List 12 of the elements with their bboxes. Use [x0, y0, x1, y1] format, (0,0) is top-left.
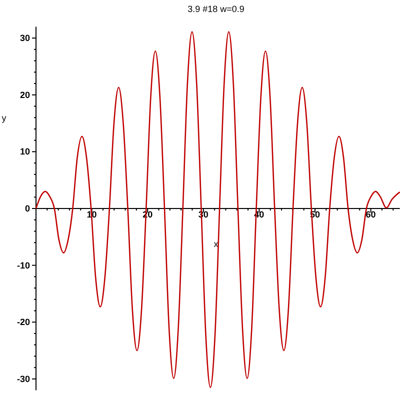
x-axis-title: x	[214, 239, 219, 249]
y-tick-label: -20	[16, 317, 30, 328]
y-tick-label: -30	[16, 374, 30, 384]
line-series	[35, 31, 400, 388]
x-tick-label: 60	[366, 210, 376, 220]
y-tick-label: -10	[16, 260, 30, 270]
chart-title: 3.9 #18 w=0.9	[188, 4, 244, 14]
y-tick-label: 20	[20, 90, 30, 100]
y-tick-label: 10	[20, 146, 30, 157]
y-tick-label: 30	[20, 33, 30, 44]
y-axis-title: y	[2, 113, 7, 123]
y-tick-label: 0	[24, 204, 30, 214]
